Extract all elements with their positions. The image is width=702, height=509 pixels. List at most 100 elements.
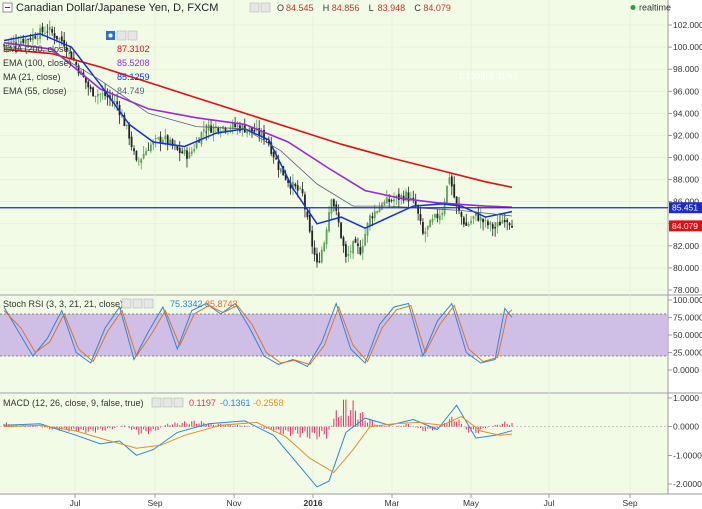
candle-body [294, 183, 297, 187]
candle-body [318, 261, 321, 263]
candle-body [477, 212, 480, 221]
candle-body [376, 211, 379, 213]
series-toolbar[interactable] [106, 30, 138, 41]
candle-body [253, 130, 256, 132]
indicator-value: 85.1259 [117, 72, 150, 82]
candle-body [31, 35, 34, 41]
price-tick-label: 86.000 [673, 197, 699, 207]
macd-hide-icon[interactable] [162, 397, 173, 408]
candle-body [104, 91, 107, 97]
candle-body [234, 123, 237, 127]
candle-body [92, 87, 94, 97]
indicator-legend: EMA (200, close) 87.3102 EMA (100, close) 8… [3, 44, 150, 96]
rsi-close-icon[interactable] [143, 298, 154, 309]
rsi-axis: 100.0000 75.0000 50.0000 25.0000 0.0000 [668, 295, 702, 375]
candle-body [388, 199, 391, 203]
candle-body [313, 247, 316, 255]
rsi-line-d [3, 304, 513, 365]
candle-body [236, 125, 239, 128]
rsi-tick-label: 50.0000 [673, 330, 702, 340]
candle-body [328, 212, 330, 232]
candle-body [446, 185, 448, 203]
ohlc-readout: O 84.545 H 84.856 L 83.948 C 84.079 [277, 3, 451, 13]
hide-icon[interactable] [116, 30, 127, 41]
candle-body [304, 194, 306, 210]
realtime-dot-icon [630, 5, 636, 10]
candle-body [450, 176, 453, 187]
candle-body [214, 126, 217, 128]
candle-body [77, 65, 80, 74]
candle-body [393, 199, 395, 202]
candle-body [347, 253, 350, 256]
candle-body [299, 188, 302, 189]
macd-settings-icon[interactable] [151, 397, 162, 408]
macd-close-icon[interactable] [173, 397, 184, 408]
last-price-tag: 84.079 [669, 220, 702, 232]
candle-body [508, 223, 511, 226]
candle-body [27, 39, 29, 40]
candle-body [5, 44, 8, 46]
indicator-value: 84.749 [117, 86, 145, 96]
time-tick-label: Nov [226, 498, 242, 508]
macd-tick-label: 1.0000 [673, 393, 699, 403]
candle-body [417, 205, 420, 214]
hline-price-tag: 85.451 [669, 202, 702, 214]
ohlc-value-l: 83.948 [378, 3, 406, 13]
candle-body [133, 148, 135, 152]
candle-body [60, 36, 63, 42]
chart-title: Canadian Dollar/Japanese Yen, D, FXCM [16, 2, 218, 14]
price-annotation: 1.1395(0.31%) [458, 71, 517, 81]
candle-body [465, 222, 468, 226]
price-panel-bg [0, 0, 668, 294]
price-tick-label: 80.000 [673, 263, 699, 273]
candle-body [467, 224, 470, 226]
candle-body [359, 247, 362, 255]
candle-body [306, 211, 309, 218]
candle-body [200, 132, 203, 145]
candle-body [19, 41, 22, 45]
time-tick-label: May [463, 498, 480, 508]
candle-body [470, 220, 472, 224]
rsi-tick-label: 0.0000 [673, 365, 699, 375]
price-tick-label: 90.000 [673, 153, 699, 163]
indicator-label: MA (21, close) [3, 72, 61, 82]
price-tick-label: 102.000 [673, 20, 702, 30]
ohlc-value-h: 84.856 [332, 3, 360, 13]
candle-body [70, 51, 73, 60]
candle-body [354, 238, 357, 243]
candle-body [198, 141, 200, 143]
price-tick-label: 92.000 [673, 130, 699, 140]
candle-body [87, 81, 90, 88]
candle-body [501, 220, 504, 224]
candle-body [429, 220, 432, 228]
candle-body [436, 213, 439, 219]
candle-body [128, 123, 131, 139]
rsi-tick-label: 75.0000 [673, 313, 702, 323]
candle-body [159, 136, 162, 143]
rsi-settings-icon[interactable] [121, 298, 132, 309]
overlay-line-0 [3, 48, 513, 189]
candle-body [229, 128, 232, 130]
candle-body [390, 200, 393, 202]
candle-body [296, 185, 299, 191]
header-buttons[interactable] [249, 2, 271, 13]
candle-body [441, 213, 444, 216]
candle-body [96, 94, 99, 97]
candle-body [145, 150, 147, 156]
price-tick-label: 100.000 [673, 42, 702, 52]
candle-body [48, 27, 51, 31]
price-tick-label: 78.000 [673, 285, 699, 295]
rsi-hide-icon[interactable] [132, 298, 143, 309]
candle-body [135, 150, 138, 161]
overlay-line-1 [3, 41, 513, 208]
candle-body [130, 136, 133, 147]
close-icon[interactable] [127, 30, 138, 41]
candle-body [75, 61, 78, 65]
svg-text:84.079: 84.079 [672, 221, 698, 231]
candle-body [499, 221, 501, 226]
svg-text:85.451: 85.451 [672, 203, 698, 213]
candle-body [154, 138, 157, 140]
candle-body [183, 149, 186, 154]
candle-body [301, 189, 304, 194]
